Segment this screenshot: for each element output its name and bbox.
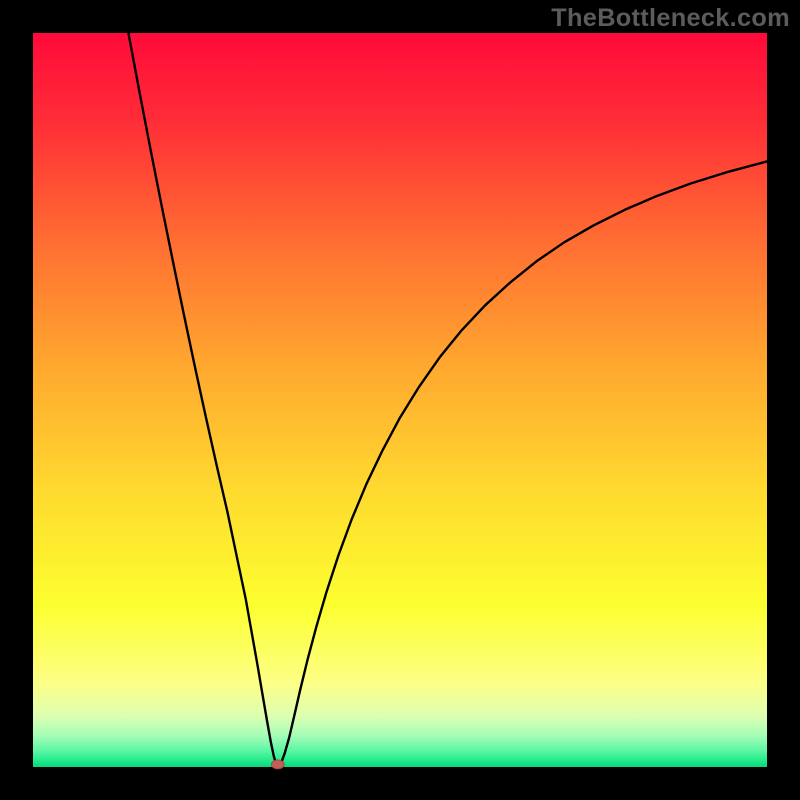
bottleneck-chart (0, 0, 800, 800)
watermark-label: TheBottleneck.com (551, 4, 790, 33)
plot-background (33, 33, 767, 767)
optimal-point-marker (271, 760, 284, 769)
chart-container: TheBottleneck.com (0, 0, 800, 800)
